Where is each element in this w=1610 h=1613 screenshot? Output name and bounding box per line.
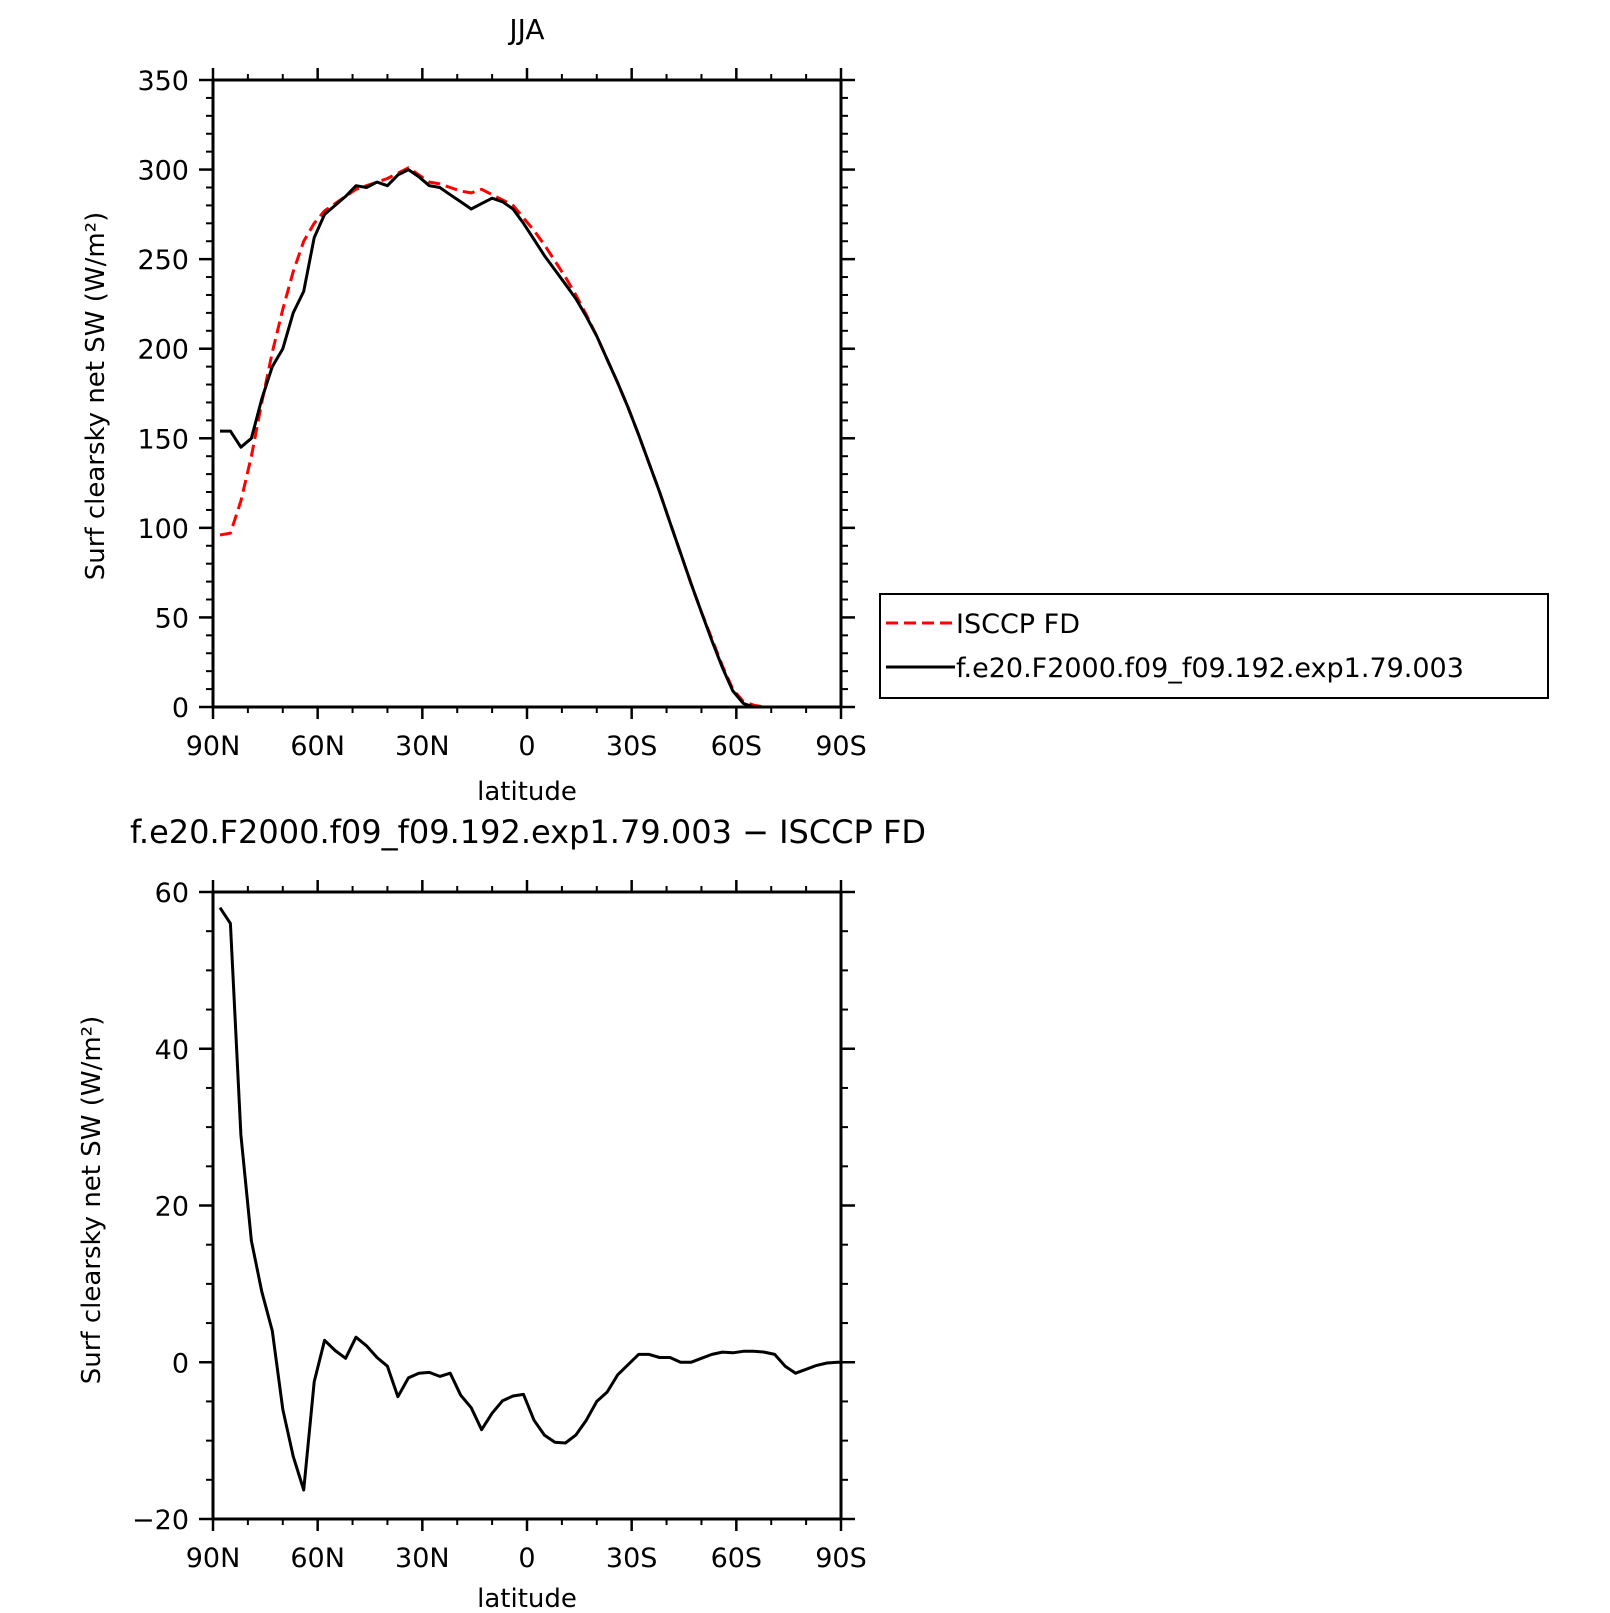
bottom-y-axis-label: Surf clearsky net SW (W/m²): [77, 1016, 107, 1384]
top-y-tick-label: 50: [155, 603, 189, 634]
bottom-x-axis-label: latitude: [477, 1584, 577, 1613]
top-y-axis-label: Surf clearsky net SW (W/m²): [81, 212, 111, 580]
top-y-tick-label: 300: [137, 156, 189, 187]
top-y-tick-label: 0: [172, 693, 189, 724]
top-y-tick-label: 150: [137, 424, 189, 455]
top-chart-title: JJA: [507, 13, 544, 46]
bottom-x-tick-label: 60N: [290, 1543, 345, 1574]
bottom-x-tick-label: 90S: [815, 1543, 867, 1574]
top-x-tick-label: 0: [518, 731, 535, 762]
top-y-tick-label: 100: [137, 514, 189, 545]
bottom-y-tick-label: 0: [172, 1348, 189, 1379]
top-plot-frame: [211, 78, 843, 709]
top-x-tick-label: 30S: [606, 731, 658, 762]
top-y-tick-label: 350: [137, 66, 189, 97]
top-x-tick-label: 60N: [290, 731, 345, 762]
legend-box: [879, 593, 1549, 699]
top-x-tick-label: 90N: [186, 731, 241, 762]
bottom-axes: 90N 60N 30N 0 30S 60S 90S −20 0 20 40 60: [132, 878, 867, 1574]
bottom-x-tick-label: 30S: [606, 1543, 658, 1574]
top-series-line-1: [220, 168, 834, 709]
bottom-x-tick-label: 0: [518, 1543, 535, 1574]
top-panel: JJA Surf clearsky net SW (W/m²) latitude…: [81, 13, 867, 807]
bottom-x-tick-label: 60S: [711, 1543, 763, 1574]
bottom-series-group: [218, 906, 841, 1492]
bottom-x-tick-label: 30N: [395, 1543, 450, 1574]
top-y-tick-label: 250: [137, 245, 189, 276]
top-series-line-0: [219, 166, 834, 709]
top-series-group: [219, 166, 834, 709]
top-x-axis-label: latitude: [477, 777, 577, 807]
top-y-tick-label: 200: [137, 335, 189, 366]
bottom-plot-frame: [211, 890, 843, 1521]
bottom-panel: f.e20.F2000.f09_f09.192.exp1.79.003 − IS…: [77, 813, 926, 1613]
legend-label-model: f.e20.F2000.f09_f09.192.exp1.79.003: [956, 653, 1464, 684]
bottom-y-tick-label: −20: [132, 1505, 189, 1536]
bottom-y-tick-label: 40: [155, 1035, 189, 1066]
bottom-series-line-0: [218, 906, 841, 1492]
top-x-tick-label: 30N: [395, 731, 450, 762]
legend: ISCCP FD f.e20.F2000.f09_f09.192.exp1.79…: [879, 593, 1549, 699]
bottom-y-tick-label: 20: [155, 1192, 189, 1223]
top-x-tick-label: 90S: [815, 731, 867, 762]
bottom-chart-title: f.e20.F2000.f09_f09.192.exp1.79.003 − IS…: [130, 813, 926, 851]
top-x-tick-label: 60S: [711, 731, 763, 762]
bottom-y-tick-label: 60: [155, 878, 189, 909]
top-axes: 90N 60N 30N 0 30S 60S 90S 0 50 100 150 200 250 300 350: [137, 66, 866, 762]
bottom-x-tick-label: 90N: [186, 1543, 241, 1574]
legend-label-isccp: ISCCP FD: [956, 609, 1080, 640]
